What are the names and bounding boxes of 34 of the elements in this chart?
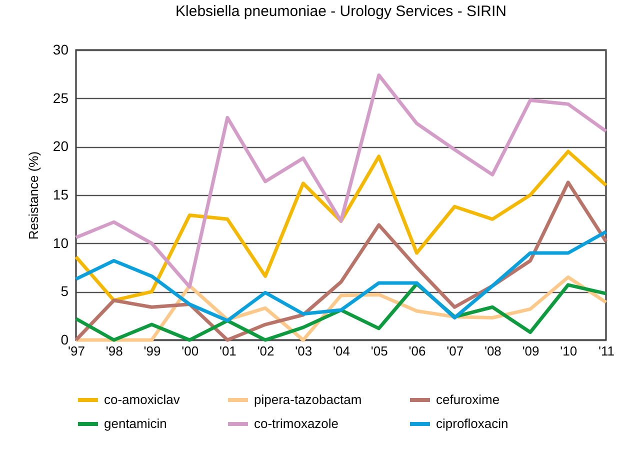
- line-series: [74, 230, 608, 322]
- y-tick-label: 15: [52, 186, 69, 202]
- line-series: [74, 180, 608, 342]
- chart-title: Klebsiella pneumoniae - Urology Services - SIRIN: [176, 3, 506, 20]
- line-series: [74, 150, 608, 302]
- y-tick-label: 10: [52, 234, 69, 251]
- legend-label: cefuroxime: [436, 392, 500, 407]
- y-tick-label: 25: [52, 90, 69, 106]
- y-tick-label: 20: [52, 138, 69, 154]
- x-tick-label: '00: [182, 344, 199, 358]
- x-tick-label: '07: [446, 344, 464, 358]
- x-tick-label: '99: [144, 344, 161, 358]
- x-tick-label: '97: [68, 344, 85, 358]
- legend-label: gentamicin: [104, 416, 167, 431]
- x-tick-label: '09: [522, 344, 540, 358]
- line-series: [74, 73, 608, 289]
- x-tick-label: '08: [484, 344, 502, 358]
- x-tick-label: '06: [408, 344, 426, 358]
- y-axis-title: Resistance (%): [26, 151, 41, 240]
- y-tick-label: 30: [52, 42, 69, 58]
- x-tick-label: '02: [257, 344, 274, 358]
- legend-label: pipera-tazobactam: [254, 392, 362, 407]
- legend-label: co-amoxiclav: [104, 392, 180, 407]
- legend-label: co-trimoxazole: [254, 416, 339, 431]
- x-tick-label: '98: [106, 344, 123, 358]
- x-tick-label: '03: [295, 344, 312, 358]
- x-tick-label: '10: [560, 344, 578, 358]
- x-tick-label: '01: [219, 344, 236, 358]
- x-tick-label: '11: [598, 344, 614, 358]
- legend-label: ciprofloxacin: [436, 416, 508, 431]
- y-tick-label: 0: [60, 332, 69, 348]
- x-tick-label: '05: [370, 344, 388, 358]
- y-tick-label: 5: [60, 283, 69, 300]
- x-tick-label: '04: [333, 344, 350, 358]
